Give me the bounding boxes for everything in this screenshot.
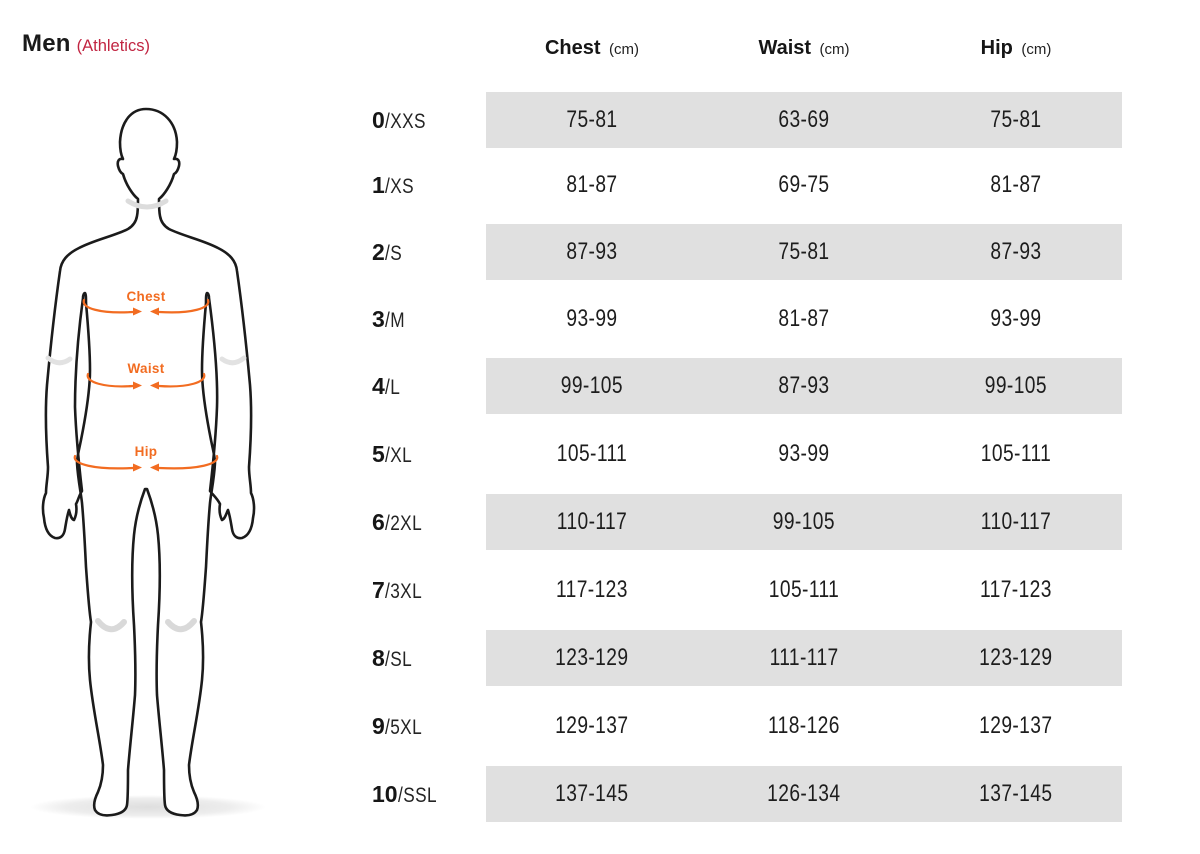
chest-cell: 129-137 xyxy=(555,712,629,739)
waist-cell: 126-134 xyxy=(767,780,841,807)
table-row: 5/XL 105-111 93-99 105-111 xyxy=(0,426,1200,482)
waist-cell: 99-105 xyxy=(772,508,836,535)
waist-cell: 69-75 xyxy=(778,171,830,198)
column-header-chest-label: Chest xyxy=(544,37,601,59)
waist-cell: 118-126 xyxy=(768,712,840,739)
hip-arrowhead-right xyxy=(133,463,142,472)
hip-cell: 99-105 xyxy=(984,372,1048,399)
size-label: 1/XS xyxy=(372,172,414,198)
column-header-waist: Waist (cm) xyxy=(698,34,910,62)
chest-cell: 137-145 xyxy=(555,780,629,807)
size-label: 9/5XL xyxy=(372,713,422,739)
waist-cell: 81-87 xyxy=(778,305,830,332)
column-header-hip: Hip (cm) xyxy=(910,34,1122,62)
waist-arrowhead-right xyxy=(133,381,142,390)
chest-measure-arrow xyxy=(82,298,210,314)
chest-cell: 87-93 xyxy=(566,238,618,265)
size-label: 6/2XL xyxy=(372,509,422,535)
waist-cell: 111-117 xyxy=(769,644,839,671)
size-label: 5/XL xyxy=(372,441,412,467)
size-label: 2/S xyxy=(372,239,402,265)
hip-cell: 93-99 xyxy=(990,305,1042,332)
hip-cell: 87-93 xyxy=(990,238,1042,265)
hip-measure-label: Hip xyxy=(134,444,158,459)
table-row: 10/SSL 137-145 126-134 137-145 xyxy=(0,766,1200,822)
waist-measure-arrow xyxy=(86,372,206,388)
chest-measure-label: Chest xyxy=(126,289,166,304)
left-knee-shade xyxy=(95,618,127,633)
chest-cell: 75-81 xyxy=(566,106,618,133)
chest-cell: 81-87 xyxy=(566,171,618,198)
hip-cell: 81-87 xyxy=(990,171,1042,198)
chest-cell: 123-129 xyxy=(555,644,629,671)
table-row: 1/XS 81-87 69-75 81-87 xyxy=(0,157,1200,213)
waist-cell: 105-111 xyxy=(768,576,840,603)
table-row: 2/S 87-93 75-81 87-93 xyxy=(0,224,1200,280)
hip-cell: 129-137 xyxy=(979,712,1053,739)
neck-shade xyxy=(125,198,169,210)
table-row: 4/L 99-105 87-93 99-105 xyxy=(0,358,1200,414)
chest-arrowhead-right xyxy=(133,307,142,316)
right-elbow-shade xyxy=(219,355,247,366)
hip-measure-arrow xyxy=(73,454,219,470)
chest-cell: 110-117 xyxy=(556,508,628,535)
hip-cell: 75-81 xyxy=(990,106,1042,133)
waist-arrowhead-left xyxy=(150,381,159,390)
body-silhouette-illustration xyxy=(30,107,266,819)
hip-arrowhead-left xyxy=(150,463,159,472)
column-header-hip-label: Hip xyxy=(980,37,1013,59)
right-knee-shade xyxy=(165,618,197,633)
hip-cell: 105-111 xyxy=(980,440,1052,467)
waist-measure-label: Waist xyxy=(127,361,165,376)
body-outline xyxy=(41,107,256,817)
chest-cell: 117-123 xyxy=(556,576,628,603)
size-label: 8/SL xyxy=(372,645,412,671)
table-row: 6/2XL 110-117 99-105 110-117 xyxy=(0,494,1200,550)
column-header-chest-unit: (cm) xyxy=(609,41,640,58)
table-row: 0/XXS 75-81 63-69 75-81 xyxy=(0,92,1200,148)
title-men-text: Men xyxy=(22,30,71,57)
table-row: 7/3XL 117-123 105-111 117-123 xyxy=(0,562,1200,618)
waist-cell: 87-93 xyxy=(778,372,830,399)
floor-shadow xyxy=(30,795,266,819)
size-label: 4/L xyxy=(372,373,400,399)
size-label: 10/SSL xyxy=(372,781,437,807)
page-title: Men (Athletics) xyxy=(22,30,150,58)
waist-cell: 63-69 xyxy=(778,106,830,133)
hip-cell: 117-123 xyxy=(980,576,1052,603)
column-header-hip-unit: (cm) xyxy=(1021,41,1052,58)
left-elbow-shade xyxy=(45,355,73,366)
hip-cell: 123-129 xyxy=(979,644,1053,671)
table-row: 3/M 93-99 81-87 93-99 xyxy=(0,291,1200,347)
column-header-chest: Chest (cm) xyxy=(486,34,698,62)
waist-cell: 75-81 xyxy=(778,238,830,265)
chest-arrowhead-left xyxy=(150,307,159,316)
chest-cell: 105-111 xyxy=(556,440,628,467)
chest-cell: 99-105 xyxy=(560,372,624,399)
table-row: 8/SL 123-129 111-117 123-129 xyxy=(0,630,1200,686)
size-label: 7/3XL xyxy=(372,577,422,603)
waist-cell: 93-99 xyxy=(778,440,830,467)
column-header-waist-unit: (cm) xyxy=(819,41,850,58)
size-label: 0/XXS xyxy=(372,107,426,133)
size-label: 3/M xyxy=(372,306,405,332)
title-athletics-text: (Athletics) xyxy=(76,37,150,55)
table-row: 9/5XL 129-137 118-126 129-137 xyxy=(0,698,1200,754)
chest-cell: 93-99 xyxy=(566,305,618,332)
hip-cell: 110-117 xyxy=(980,508,1052,535)
column-header-waist-label: Waist xyxy=(758,37,812,59)
hip-cell: 137-145 xyxy=(979,780,1053,807)
